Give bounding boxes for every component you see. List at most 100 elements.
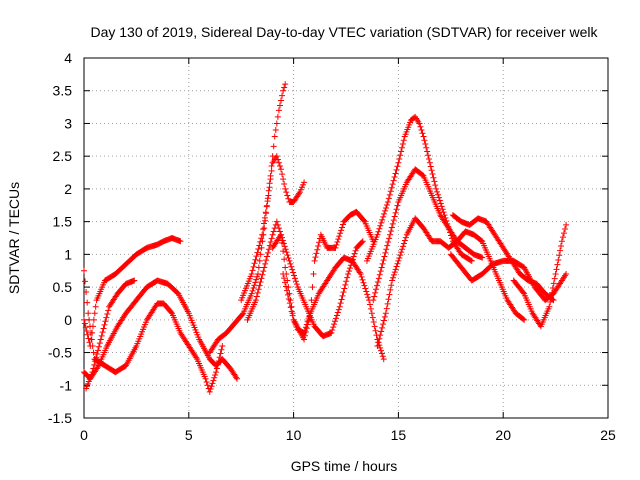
data-point (378, 219, 385, 226)
data-point (418, 127, 425, 133)
data-point (379, 216, 386, 223)
data-point (332, 244, 339, 251)
series-5 (206, 81, 289, 356)
y-tick-label: 0.5 (53, 279, 73, 295)
data-point (272, 127, 279, 133)
data-point (212, 371, 219, 378)
data-point (273, 218, 280, 225)
data-point (84, 299, 91, 306)
data-point (81, 316, 87, 323)
data-point (282, 81, 289, 88)
data-point (330, 324, 337, 331)
data-point (380, 257, 387, 264)
data-point (552, 271, 559, 277)
data-point (467, 257, 474, 264)
data-point (557, 242, 564, 249)
data-point (377, 268, 384, 275)
data-point (270, 228, 277, 235)
data-point (282, 185, 289, 192)
data-point (268, 167, 275, 174)
data-point (555, 256, 562, 263)
data-point (339, 292, 346, 299)
data-point (91, 310, 98, 317)
data-point (376, 271, 383, 278)
y-tick-label: 1 (64, 246, 72, 262)
data-point (359, 238, 366, 245)
data-point (284, 192, 291, 199)
data-point (215, 357, 222, 364)
data-point (333, 312, 340, 319)
data-point (279, 171, 286, 178)
data-point (437, 200, 444, 207)
data-point (397, 252, 404, 259)
data-point (86, 323, 93, 330)
data-point (131, 277, 138, 284)
data-point (105, 307, 112, 314)
data-point (549, 285, 556, 292)
data-point (278, 166, 285, 173)
data-point (557, 279, 564, 285)
data-point (378, 347, 385, 354)
data-point (559, 234, 566, 241)
series-9 (280, 208, 377, 343)
data-point (336, 233, 343, 240)
data-point (375, 228, 382, 235)
data-point (421, 137, 428, 144)
data-point (395, 257, 402, 264)
data-point (305, 317, 312, 324)
data-point (265, 192, 272, 199)
data-point (274, 113, 281, 120)
data-point (94, 364, 101, 371)
data-point (428, 167, 435, 174)
data-point (282, 279, 289, 286)
data-point (261, 264, 268, 271)
data-point (435, 194, 442, 201)
data-point (281, 84, 288, 91)
data-point (390, 177, 397, 184)
data-point (373, 282, 380, 289)
data-point (262, 209, 269, 216)
data-point (255, 246, 262, 253)
data-point (275, 225, 282, 232)
data-point (349, 256, 356, 263)
data-point (209, 380, 216, 387)
data-point (548, 294, 555, 301)
data-point (85, 335, 92, 342)
data-point (396, 255, 403, 261)
data-point (334, 239, 341, 245)
data-point (546, 303, 553, 310)
data-point (423, 144, 430, 151)
data-point (290, 269, 297, 276)
data-point (343, 278, 350, 285)
data-point (550, 280, 557, 287)
series-7 (244, 218, 387, 363)
data-point (356, 269, 363, 276)
data-point (91, 361, 98, 368)
data-point (396, 155, 403, 162)
data-point (257, 279, 264, 285)
data-point (427, 163, 434, 170)
data-point (379, 353, 386, 360)
data-point (303, 325, 310, 332)
data-point (254, 273, 261, 280)
data-point (379, 324, 386, 331)
data-point (92, 303, 99, 310)
series-15 (510, 221, 570, 330)
data-point (216, 354, 223, 361)
data-point (267, 176, 274, 183)
data-point (256, 282, 263, 289)
data-point (387, 188, 394, 195)
chart-title: Day 130 of 2019, Sidereal Day-to-day VTE… (90, 24, 598, 40)
data-point (335, 236, 342, 243)
data-point (563, 271, 570, 277)
data-point (218, 346, 225, 353)
data-point (560, 230, 567, 237)
data-point (264, 249, 271, 256)
data-point (203, 379, 210, 385)
data-point (420, 133, 427, 140)
data-point (381, 313, 388, 320)
data-point (284, 252, 291, 259)
data-point (287, 304, 294, 311)
data-point (333, 241, 340, 248)
data-point (382, 207, 389, 214)
